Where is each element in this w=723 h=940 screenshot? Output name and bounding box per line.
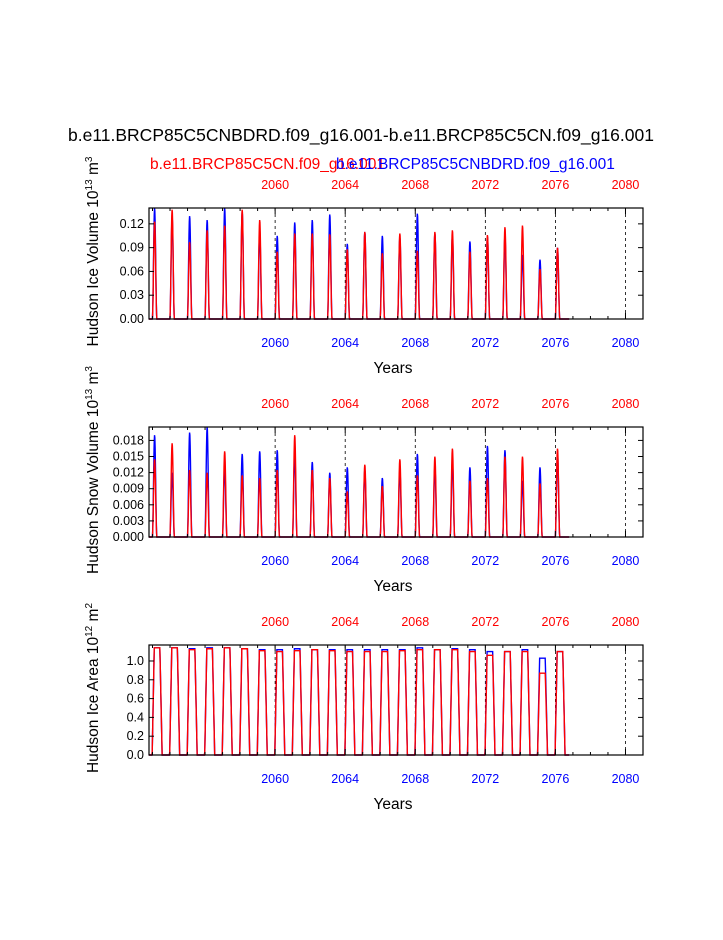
x-tick-label-bottom: 2060	[261, 772, 289, 786]
y-axis-title-main: Hudson Snow Volume 10	[85, 400, 102, 574]
y-axis-title: Hudson Ice Volume 1013 m3	[84, 156, 102, 346]
plot-frame	[148, 426, 644, 538]
y-axis-title-unit: m	[85, 609, 102, 626]
x-tick-label-bottom: 2076	[542, 554, 570, 568]
y-axis-title-unit-exp: 3	[84, 156, 95, 162]
x-tick-label-bottom: 2060	[261, 554, 289, 568]
x-tick-label-top: 2072	[471, 178, 499, 192]
y-axis-title-exp: 13	[84, 388, 95, 400]
y-tick-label: 0.06	[120, 264, 144, 278]
plot-frame	[148, 644, 644, 756]
x-tick-label-bottom: 2064	[331, 336, 359, 350]
series-line-cn-red	[149, 209, 570, 320]
x-tick-label-top: 2068	[401, 397, 429, 411]
x-axis-title: Years	[373, 360, 412, 377]
y-tick-label: 0.018	[113, 433, 144, 447]
y-tick-label: 0.006	[113, 498, 144, 512]
x-tick-label-bottom: 2072	[471, 772, 499, 786]
x-tick-label-bottom: 2068	[401, 336, 429, 350]
x-tick-label-bottom: 2064	[331, 772, 359, 786]
y-axis-title-unit-exp: 3	[84, 366, 95, 372]
figure-title: b.e11.BRCP85C5CNBDRD.f09_g16.001-b.e11.B…	[68, 125, 654, 146]
x-tick-label-bottom: 2076	[542, 772, 570, 786]
x-tick-label-bottom: 2076	[542, 336, 570, 350]
x-tick-label-top: 2060	[261, 178, 289, 192]
y-tick-label: 0.12	[120, 217, 144, 231]
x-tick-label-top: 2076	[542, 397, 570, 411]
x-tick-label-bottom: 2068	[401, 554, 429, 568]
x-tick-label-top: 2072	[471, 615, 499, 629]
x-tick-label-bottom: 2072	[471, 336, 499, 350]
panels-group: 0.000.030.060.090.1220602060206420642068…	[84, 156, 644, 813]
x-tick-label-bottom: 2064	[331, 554, 359, 568]
series-line-bdrd-blue	[149, 647, 570, 756]
x-tick-label-top: 2080	[612, 615, 640, 629]
y-tick-label: 0.015	[113, 450, 144, 464]
y-tick-label: 0.4	[127, 710, 144, 724]
x-tick-label-top: 2068	[401, 615, 429, 629]
y-axis-title-unit: m	[85, 372, 102, 389]
y-tick-label: 0.003	[113, 514, 144, 528]
y-tick-label: 0.09	[120, 241, 144, 255]
legend-blue-label: b.e11.BRCP85C5CNBDRD.f09_g16.001	[336, 156, 615, 173]
y-tick-label: 0.0	[127, 748, 144, 762]
y-axis-title-unit: m	[85, 162, 102, 179]
y-axis-title-main: Hudson Ice Area 10	[85, 637, 102, 774]
x-tick-label-top: 2064	[331, 178, 359, 192]
y-tick-label: 0.000	[113, 530, 144, 544]
y-tick-label: 0.03	[120, 288, 144, 302]
x-tick-label-top: 2076	[542, 178, 570, 192]
x-tick-label-top: 2076	[542, 615, 570, 629]
chart-panel-1: 0.00 0.03 0.06 0.09 0.12 2060 2060 2064 2064 2068…	[84, 156, 644, 377]
chart-panel-2: 0.000 0.003 0.006 0.009 0.012 0.015 0.018 2060 2…	[84, 366, 644, 595]
series-line-cn-red	[149, 647, 570, 756]
x-tick-label-top: 2064	[331, 615, 359, 629]
plot-frame	[148, 207, 644, 320]
x-tick-label-top: 2080	[612, 178, 640, 192]
x-tick-label-bottom: 2080	[612, 336, 640, 350]
y-tick-label: 0.00	[120, 312, 144, 326]
y-tick-label: 1.0	[127, 654, 144, 668]
x-tick-label-bottom: 2080	[612, 554, 640, 568]
x-tick-label-top: 2064	[331, 397, 359, 411]
x-tick-label-top: 2060	[261, 615, 289, 629]
y-tick-label: 0.009	[113, 482, 144, 496]
x-axis-title: Years	[373, 796, 412, 813]
y-axis-title: Hudson Ice Area 1012 m2	[84, 603, 102, 774]
x-tick-label-bottom: 2060	[261, 336, 289, 350]
legend-red-label: b.e11.BRCP85C5CN.f09_g16.001	[150, 156, 385, 173]
x-axis-title: Years	[373, 578, 412, 595]
x-tick-label-bottom: 2072	[471, 554, 499, 568]
x-tick-label-top: 2080	[612, 397, 640, 411]
series-line-cn-red	[149, 435, 570, 538]
y-axis-title: Hudson Snow Volume 1013 m3	[84, 366, 102, 574]
x-tick-label-top: 2068	[401, 178, 429, 192]
x-tick-label-top: 2072	[471, 397, 499, 411]
y-tick-label: 0.6	[127, 692, 144, 706]
y-axis-title-unit-exp: 2	[84, 603, 95, 609]
y-tick-label: 0.2	[127, 729, 144, 743]
y-tick-label: 0.012	[113, 466, 144, 480]
chart-panel-3: 0.0 0.2 0.4 0.6 0.8 1.0 2060 2060 2064 2064 2068 20…	[84, 603, 644, 813]
x-tick-label-bottom: 2080	[612, 772, 640, 786]
y-tick-label: 0.8	[127, 673, 144, 687]
y-axis-title-exp: 13	[84, 179, 95, 191]
y-axis-title-exp: 12	[84, 625, 95, 637]
y-axis-title-main: Hudson Ice Volume 10	[85, 190, 102, 346]
x-tick-label-top: 2060	[261, 397, 289, 411]
x-tick-label-bottom: 2068	[401, 772, 429, 786]
